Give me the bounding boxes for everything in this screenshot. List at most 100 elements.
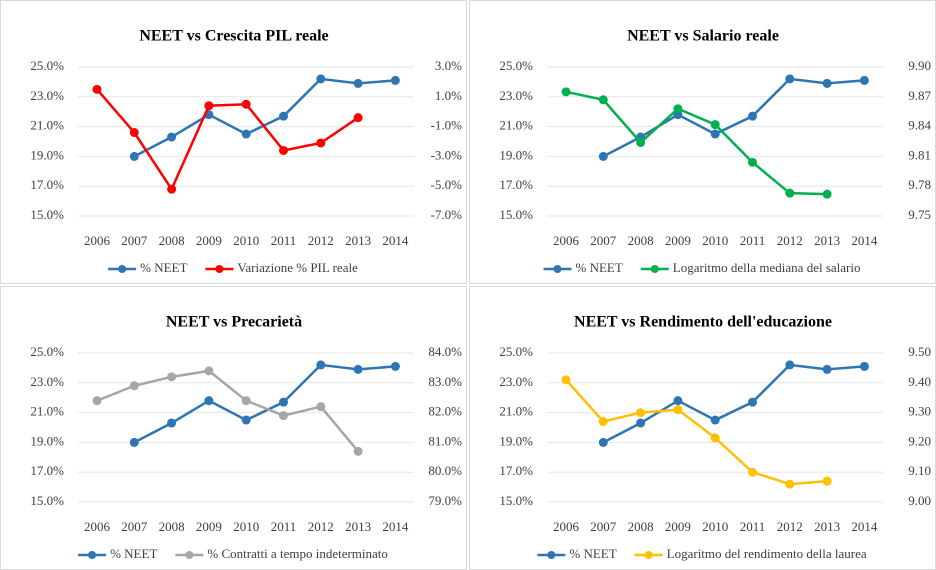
legend-marker	[553, 265, 562, 273]
y-tick-label: 21.0%	[30, 118, 64, 133]
data-point	[279, 111, 288, 121]
data-point	[353, 446, 363, 456]
data-point	[204, 396, 214, 406]
x-tick-label: 2011	[740, 233, 766, 248]
x-tick-label: 2007	[121, 519, 148, 534]
data-point	[598, 417, 608, 427]
x-tick-label: 2010	[233, 519, 259, 534]
y2-tick-label: 3.0%	[435, 58, 462, 73]
y-tick-label: 25.0%	[30, 344, 64, 359]
x-tick-label: 2014	[382, 519, 409, 534]
data-point	[636, 418, 646, 428]
legend-label: Logaritmo del rendimento della laurea	[667, 546, 867, 561]
series-line	[602, 363, 865, 444]
data-point	[92, 396, 102, 406]
data-point	[316, 360, 326, 370]
y2-tick-label: 9.50	[908, 344, 931, 359]
x-tick-label: 2010	[233, 233, 259, 248]
y-tick-label: 25.0%	[30, 58, 64, 73]
data-point	[822, 476, 832, 486]
y-tick-label: 17.0%	[499, 463, 533, 478]
y2-tick-label: 1.0%	[435, 88, 462, 103]
series-line	[602, 77, 865, 158]
y-tick-label: 25.0%	[499, 58, 533, 73]
legend-label: Logaritmo della mediana del salario	[673, 260, 861, 275]
y2-tick-label: 9.78	[908, 177, 931, 192]
data-point	[748, 467, 757, 477]
y-tick-label: 19.0%	[499, 147, 533, 162]
chart-title: NEET vs Rendimento dell'educazione	[574, 314, 832, 331]
x-tick-label: 2012	[777, 519, 803, 534]
y2-tick-label: -7.0%	[431, 207, 463, 222]
legend-marker	[118, 265, 127, 273]
x-tick-label: 2007	[590, 519, 617, 534]
legend-marker	[547, 551, 556, 559]
y2-tick-label: 9.84	[908, 118, 931, 133]
x-tick-label: 2010	[702, 233, 728, 248]
y2-tick-label: 9.30	[908, 404, 931, 419]
data-point	[241, 99, 251, 109]
y2-tick-label: 9.20	[908, 433, 931, 448]
y-tick-label: 19.0%	[30, 433, 64, 448]
data-point	[748, 397, 757, 407]
y2-tick-label: 9.10	[908, 463, 931, 478]
y-tick-label: 23.0%	[30, 88, 64, 103]
y-tick-label: 21.0%	[30, 404, 64, 419]
data-point	[673, 104, 683, 114]
data-point	[279, 411, 288, 421]
legend-marker	[215, 265, 224, 273]
legend-label: % Contratti a tempo indeterminato	[207, 546, 388, 561]
x-tick-label: 2014	[851, 233, 878, 248]
data-point	[710, 120, 720, 130]
data-point	[785, 188, 795, 198]
data-point	[92, 84, 102, 94]
data-point	[710, 129, 720, 139]
y-tick-label: 25.0%	[499, 344, 533, 359]
x-tick-label: 2011	[271, 519, 297, 534]
legend-label: % NEET	[140, 260, 187, 275]
data-point	[167, 132, 177, 142]
data-point	[241, 396, 251, 406]
y-tick-label: 15.0%	[30, 207, 64, 222]
panel-border	[0, 0, 467, 284]
data-point	[167, 184, 177, 194]
data-point	[598, 95, 608, 105]
y2-tick-label: 79.0%	[428, 493, 462, 508]
data-point	[129, 381, 139, 391]
legend-marker	[185, 551, 194, 559]
y2-tick-label: 9.75	[908, 207, 931, 222]
y2-tick-label: 9.00	[908, 493, 931, 508]
series-line	[565, 90, 828, 196]
x-tick-label: 2013	[814, 519, 840, 534]
data-point	[785, 74, 795, 84]
data-point	[390, 361, 400, 371]
y2-tick-label: 9.40	[908, 374, 931, 389]
legend-label: % NEET	[569, 546, 616, 561]
x-tick-label: 2006	[553, 233, 580, 248]
y-tick-label: 15.0%	[30, 493, 64, 508]
chart-title: NEET vs Precarietà	[166, 314, 302, 331]
data-point	[129, 437, 139, 447]
series-line	[96, 369, 360, 453]
data-point	[241, 129, 251, 139]
data-point	[748, 111, 757, 121]
chart-title: NEET vs Salario reale	[627, 28, 779, 45]
legend-label: % NEET	[575, 260, 622, 275]
x-tick-label: 2012	[308, 519, 334, 534]
data-point	[710, 433, 720, 443]
legend-marker	[644, 551, 653, 559]
y2-tick-label: 83.0%	[428, 374, 462, 389]
x-tick-label: 2013	[345, 519, 371, 534]
data-point	[710, 415, 720, 425]
data-point	[390, 75, 400, 85]
x-tick-label: 2013	[814, 233, 840, 248]
y-tick-label: 23.0%	[30, 374, 64, 389]
y-tick-label: 21.0%	[499, 404, 533, 419]
data-point	[167, 418, 177, 428]
data-point	[598, 151, 608, 161]
data-point	[316, 74, 326, 84]
x-tick-label: 2008	[159, 519, 185, 534]
data-point	[167, 372, 177, 382]
legend-label: Variazione % PIL reale	[237, 260, 358, 275]
y-tick-label: 23.0%	[499, 374, 533, 389]
